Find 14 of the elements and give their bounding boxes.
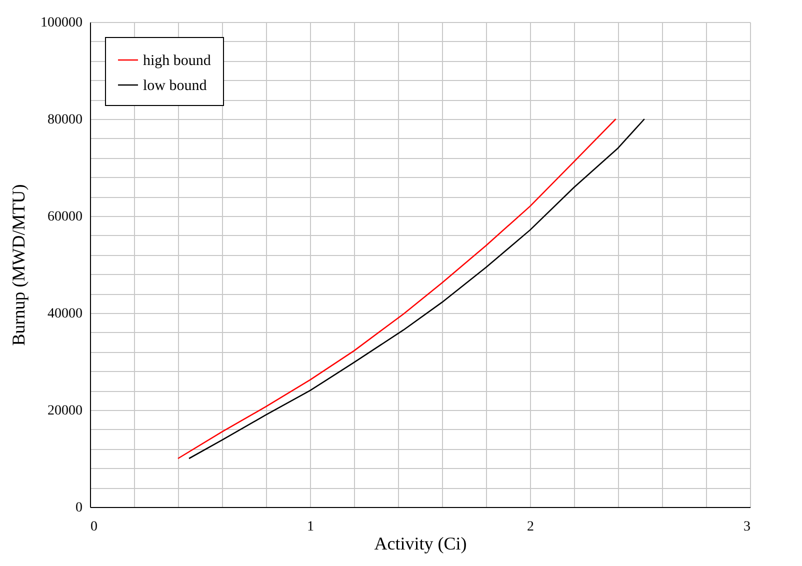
- x-axis-title: Activity (Ci): [374, 534, 467, 554]
- y-tick-label: 40000: [48, 306, 82, 322]
- y-tick-label: 100000: [40, 16, 82, 30]
- y-tick-label: 20000: [48, 404, 82, 418]
- y-tick-label: 80000: [48, 112, 82, 128]
- y-tick-label: 0: [76, 500, 82, 516]
- legend-label: high bound: [143, 53, 212, 69]
- x-tick-label: 1: [307, 520, 314, 534]
- x-tick-label: 2: [527, 520, 534, 534]
- y-tick-label: 60000: [48, 210, 82, 224]
- x-tick-label: 0: [90, 520, 98, 534]
- legend-label: low bound: [143, 78, 208, 94]
- x-tick-label: 3: [744, 520, 750, 534]
- y-axis-title: Burnup (MWD/MTU): [8, 184, 28, 346]
